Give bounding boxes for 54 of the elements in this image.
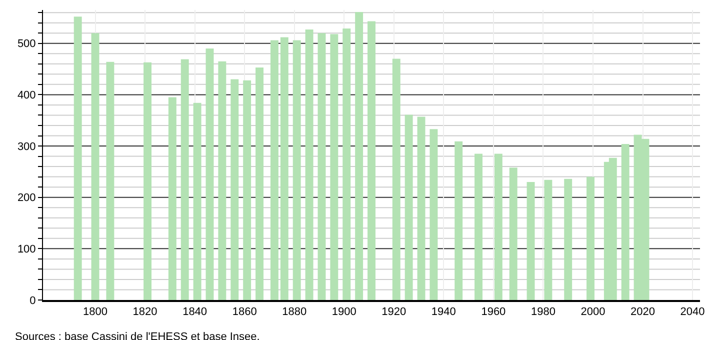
y-tick-label: 0 xyxy=(30,294,36,307)
bar xyxy=(355,12,364,300)
bar xyxy=(509,168,518,300)
x-tick-label: 1840 xyxy=(182,306,208,318)
bar xyxy=(586,176,594,300)
bar xyxy=(206,48,214,300)
x-tick-label: 1860 xyxy=(232,306,257,318)
bar xyxy=(342,28,351,300)
bar xyxy=(230,79,239,300)
x-tick-label: 1980 xyxy=(530,306,556,318)
x-tick-label: 1960 xyxy=(481,306,506,318)
bar xyxy=(180,59,189,300)
y-tick-label: 500 xyxy=(17,38,36,50)
bar xyxy=(270,40,278,300)
bar xyxy=(292,40,301,300)
bar xyxy=(256,67,264,300)
bar xyxy=(243,80,252,300)
bar xyxy=(193,102,202,300)
bar xyxy=(526,182,535,300)
x-tick-label: 2040 xyxy=(680,306,705,318)
bar xyxy=(144,62,152,300)
bar xyxy=(330,34,338,300)
bar xyxy=(318,33,326,300)
bar xyxy=(168,97,176,300)
bar xyxy=(305,30,314,300)
bar xyxy=(494,154,502,300)
x-tick-label: 1920 xyxy=(382,306,406,318)
x-tick-label: 1820 xyxy=(132,306,158,318)
bar xyxy=(280,37,288,300)
bar xyxy=(392,58,400,300)
y-tick-label: 300 xyxy=(17,140,36,153)
x-tick-label: 1800 xyxy=(83,306,108,318)
y-tick-label: 100 xyxy=(17,244,36,256)
bar xyxy=(454,141,463,300)
bar xyxy=(218,61,226,300)
bar xyxy=(621,144,630,300)
bar xyxy=(564,178,572,300)
x-tick-label: 1940 xyxy=(431,306,456,318)
bar xyxy=(74,16,82,300)
bar xyxy=(417,116,426,300)
x-tick-label: 2020 xyxy=(630,306,655,318)
y-tick-label: 200 xyxy=(17,192,36,204)
y-tick-label: 400 xyxy=(17,90,36,102)
bar xyxy=(430,129,438,300)
bar xyxy=(368,21,376,300)
bar xyxy=(404,114,413,300)
x-tick-label: 1880 xyxy=(282,306,307,318)
source-note: Sources : base Cassini de l'EHESS et base Insee. xyxy=(15,331,260,340)
bar xyxy=(91,33,100,300)
bar xyxy=(106,62,114,300)
x-tick-label: 2000 xyxy=(580,306,606,318)
bar xyxy=(544,180,552,300)
bar xyxy=(474,154,482,300)
x-tick-label: 1900 xyxy=(332,306,356,318)
